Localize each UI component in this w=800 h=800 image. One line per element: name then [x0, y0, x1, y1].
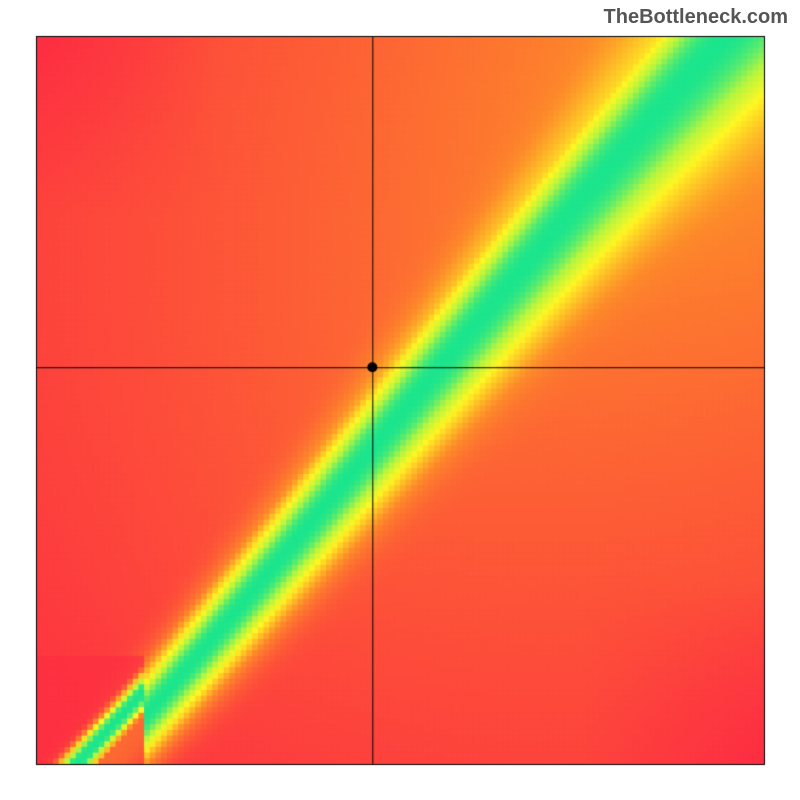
attribution-label: TheBottleneck.com [604, 6, 788, 29]
chart-container: TheBottleneck.com [0, 0, 800, 800]
bottleneck-heatmap [0, 0, 800, 800]
